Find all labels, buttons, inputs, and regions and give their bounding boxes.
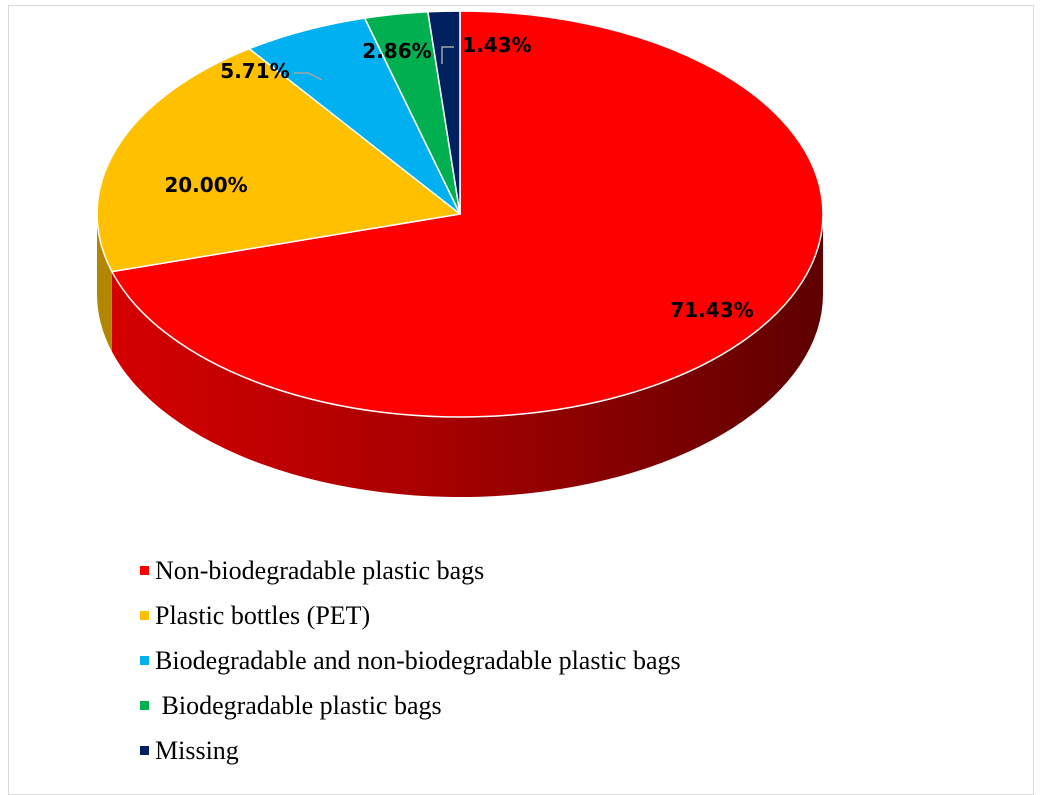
pie-slice bbox=[427, 10, 461, 215]
data-label: 2.86% bbox=[362, 39, 431, 63]
legend-label: Missing bbox=[155, 735, 239, 765]
legend-swatch-icon bbox=[140, 701, 149, 710]
legend-item-biodegradable: Biodegradable plastic bags bbox=[140, 683, 681, 728]
leader-line bbox=[294, 72, 323, 81]
legend-swatch-icon bbox=[140, 656, 149, 665]
legend-item-non-biodegradable: Non-biodegradable plastic bags bbox=[140, 548, 681, 593]
pie-slice bbox=[111, 10, 824, 418]
legend-item-mixed-bags: Biodegradable and non-biodegradable plas… bbox=[140, 638, 681, 683]
pie-side-wall bbox=[97, 214, 112, 352]
data-label: 5.71% bbox=[220, 59, 289, 83]
data-label: 20.00% bbox=[164, 173, 247, 197]
data-label: 1.43% bbox=[462, 33, 531, 57]
legend-swatch-icon bbox=[140, 566, 149, 575]
legend-item-plastic-bottles: Plastic bottles (PET) bbox=[140, 593, 681, 638]
legend: Non-biodegradable plastic bags Plastic b… bbox=[140, 548, 681, 773]
data-label: 71.43% bbox=[670, 298, 753, 322]
pie-slice bbox=[248, 17, 461, 215]
legend-label: Biodegradable plastic bags bbox=[155, 690, 442, 720]
pie-slice bbox=[96, 47, 461, 273]
legend-label: Biodegradable and non-biodegradable plas… bbox=[155, 645, 681, 675]
legend-item-missing: Missing bbox=[140, 728, 681, 773]
legend-swatch-icon bbox=[140, 746, 149, 755]
legend-label: Plastic bottles (PET) bbox=[155, 600, 371, 630]
legend-label: Non-biodegradable plastic bags bbox=[155, 555, 485, 585]
leader-line bbox=[441, 46, 454, 64]
legend-swatch-icon bbox=[140, 611, 149, 620]
pie-side-wall bbox=[111, 214, 823, 497]
